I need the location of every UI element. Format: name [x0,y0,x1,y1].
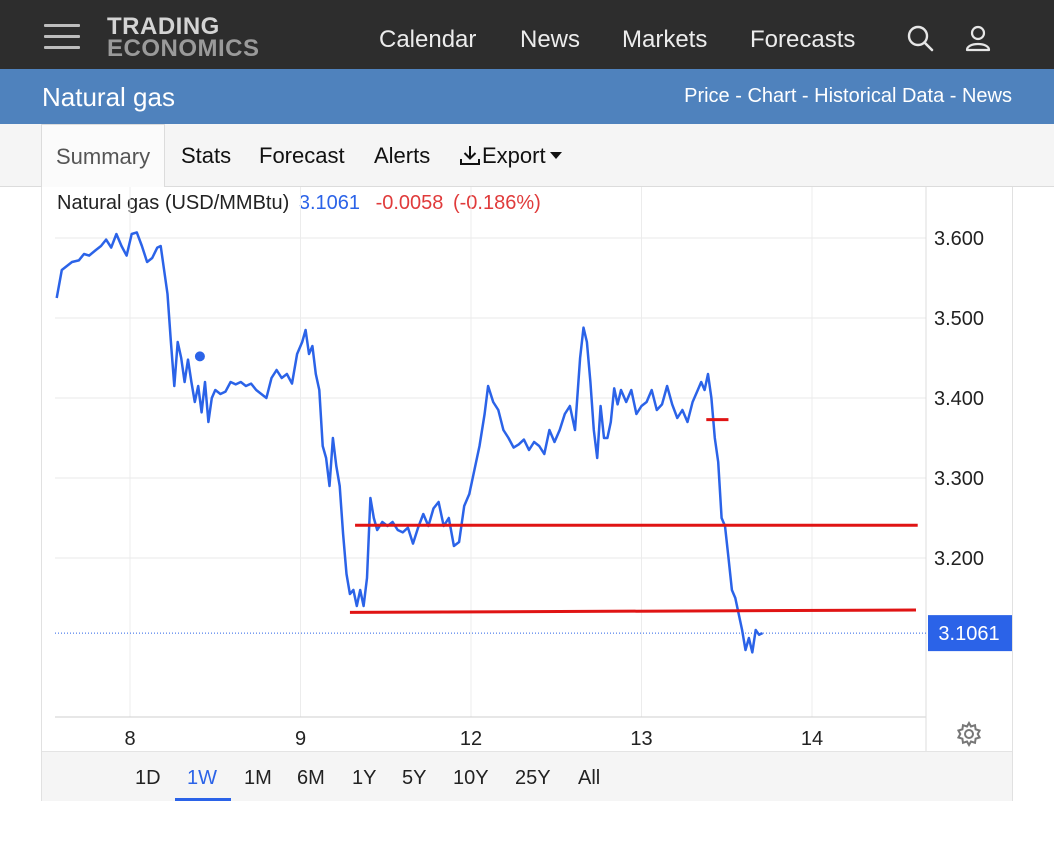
series-marker-dot [194,351,205,362]
range-all[interactable]: All [578,767,601,789]
range-1m[interactable]: 1M [244,767,272,789]
range-25y[interactable]: 25Y [515,767,551,789]
logo-line-1: TRADING [107,13,220,40]
chevron-down-icon [549,152,562,160]
price-change-percent: (-0.186%) [452,192,541,214]
instrument-header: Natural gas Price - Chart - Historical D… [0,69,1054,124]
top-navbar: TRADING ECONOMICS Calendar News Markets … [0,0,1054,69]
y-tick-label: 3.600 [934,228,984,250]
y-tick-label: 3.300 [934,468,984,490]
chart-legend: Natural gas (USD/MMBtu) 3.1061 -0.0058 (… [57,192,541,215]
range-selector: 1D 1W 1M 6M 1Y 5Y 10Y 25Y All [42,751,1012,801]
last-price: 3.1061 [298,192,361,214]
link-chart[interactable]: Chart [747,85,797,107]
x-tick-label: 13 [630,728,652,750]
link-separator: - [796,85,815,107]
logo-line-2: ECONOMICS [107,35,260,62]
range-1w[interactable]: 1W [187,767,217,789]
series-name: Natural gas (USD/MMBtu) [57,192,290,214]
range-1y[interactable]: 1Y [352,767,377,789]
last-price-tag [928,615,1012,652]
site-logo[interactable]: TRADING ECONOMICS [107,13,260,62]
y-tick-label: 3.500 [934,308,984,330]
x-tick-label: 8 [124,728,135,750]
range-6m[interactable]: 6M [297,767,325,789]
y-tick-label: 3.200 [934,548,984,570]
tab-forecast[interactable]: Forecast [259,143,345,168]
page-title: Natural gas [42,82,175,112]
export-label: Export [482,143,546,168]
user-icon[interactable] [963,24,993,54]
nav-forecasts[interactable]: Forecasts [750,26,856,53]
last-price-tag-label: 3.1061 [938,623,999,645]
price-chart[interactable]: 3.600 3.500 3.400 3.300 3.200 8 9 12 13 14 3.1061 [42,187,1012,751]
range-10y[interactable]: 10Y [453,767,489,789]
y-tick-label: 3.400 [934,388,984,410]
range-5y[interactable]: 5Y [402,767,427,789]
menu-icon[interactable] [44,24,80,52]
nav-markets[interactable]: Markets [622,26,708,53]
range-selected-indicator [175,798,231,801]
link-news[interactable]: News [961,85,1012,107]
section-links: Price - Chart - Historical Data - News [684,85,1012,108]
link-price[interactable]: Price [684,85,730,107]
chart-panel: Natural gas (USD/MMBtu) 3.1061 -0.0058 (… [41,187,1013,801]
x-tick-label: 9 [295,728,306,750]
link-separator: - [729,85,748,107]
x-tick-label: 12 [460,728,482,750]
link-separator: - [944,85,962,107]
tab-export[interactable]: Export [458,124,562,187]
range-1d[interactable]: 1D [135,767,161,789]
price-series-line[interactable] [55,231,764,654]
download-icon [460,146,480,166]
nav-news[interactable]: News [520,26,581,53]
x-tick-label: 14 [801,728,823,750]
gear-icon[interactable] [956,720,982,748]
tab-alerts[interactable]: Alerts [374,143,431,168]
nav-calendar[interactable]: Calendar [379,26,477,53]
trendline[interactable] [349,608,917,614]
link-historical-data[interactable]: Historical Data [814,85,945,107]
price-change: -0.0058 [375,192,444,214]
tab-stats[interactable]: Stats [181,143,232,168]
search-icon[interactable] [906,24,936,54]
tab-strip: Summary Stats Forecast Alerts Export [0,124,1054,188]
tab-summary[interactable]: Summary [41,124,166,188]
